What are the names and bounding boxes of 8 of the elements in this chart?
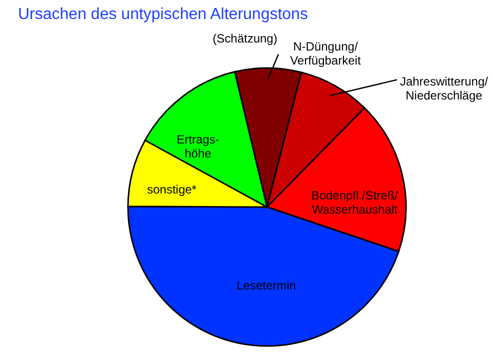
slice-label: Lesetermin [236,278,296,292]
slice-label: Ertrags- höhe [176,132,220,161]
slice-label: sonstige* [147,182,197,197]
chart-title: Ursachen des untypischen Alterungstons [18,6,308,23]
text: (Schätzung) [212,31,278,46]
slice-label: Jahreswitterung/ Niederschläge [400,74,489,103]
slice-label: N-Düngung/ Verfügbarkeit [290,39,362,68]
slice-label: Bodenpfl./Streß/ Wasserhaushalt [311,188,399,216]
